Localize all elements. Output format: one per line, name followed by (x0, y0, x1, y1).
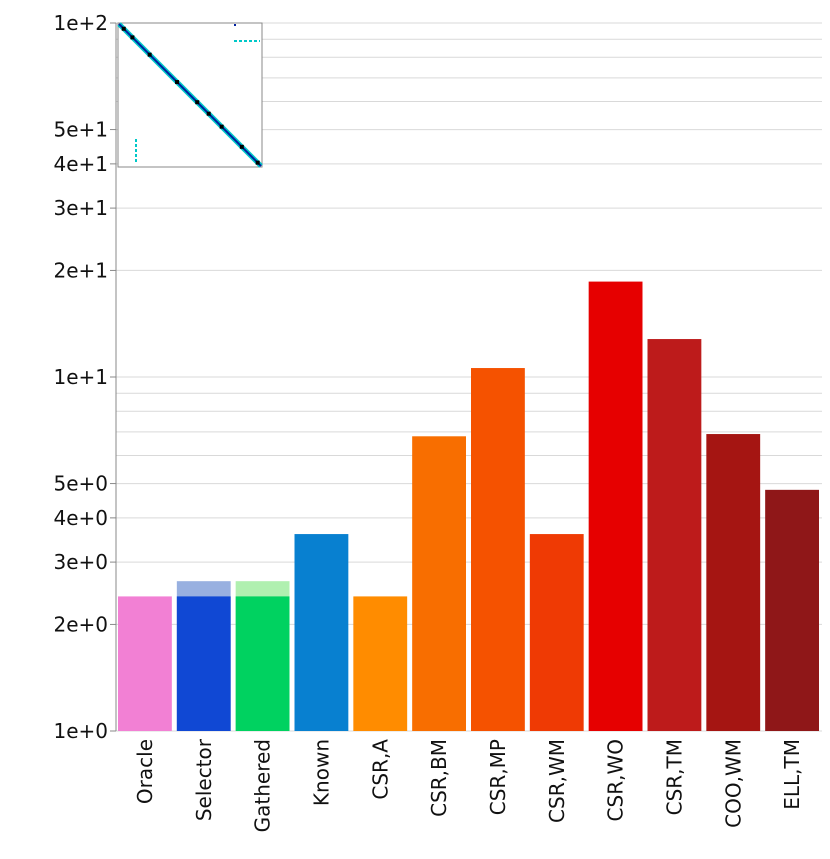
x-tick-label: CSR,A (368, 739, 392, 800)
bar (235, 596, 290, 731)
bars (118, 281, 819, 731)
y-tick-label: 3e+0 (53, 550, 108, 574)
x-tick-label: Oracle (133, 739, 157, 804)
y-tick-label: 4e+0 (53, 506, 108, 530)
y-tick-label: 4e+1 (53, 152, 108, 176)
y-tick-label: 1e+2 (53, 11, 108, 35)
inset-block (219, 124, 224, 129)
inset-block (130, 35, 135, 40)
bar (529, 534, 584, 731)
x-tick-label: CSR,MP (486, 739, 510, 815)
x-tick-label: CSR,BM (427, 739, 451, 817)
y-axis: 1e+0 2e+0 3e+0 4e+0 5e+0 1e+1 2e+1 3e+1 4e+1 5e+1… (53, 11, 117, 743)
inset-block (239, 144, 244, 149)
sparsity-inset (117, 22, 263, 168)
y-tick-label: 2e+1 (53, 258, 108, 282)
x-tick-label: Known (309, 739, 333, 806)
x-tick-label: CSR,TM (662, 739, 686, 815)
inset-block (206, 111, 211, 116)
inset-block (121, 26, 126, 31)
y-tick-label: 2e+0 (53, 612, 108, 636)
y-tick-label: 5e+1 (53, 118, 108, 142)
y-tick-label: 3e+1 (53, 196, 108, 220)
inset-block (195, 100, 200, 105)
bar (176, 596, 231, 731)
x-tick-label: CSR,WO (604, 739, 628, 821)
bar (471, 368, 525, 731)
bar (412, 436, 466, 731)
inset-dot (234, 24, 236, 26)
inset-block (175, 80, 180, 85)
x-tick-label: Gathered (251, 739, 275, 832)
inset-block (147, 52, 152, 57)
bar (294, 534, 349, 731)
x-tick-label: Selector (192, 738, 216, 821)
bar (353, 596, 408, 731)
inset-diagonal (118, 23, 262, 167)
x-tick-label: CSR,WM (545, 739, 569, 823)
x-tick-label: COO,WM (721, 739, 745, 828)
bar (647, 339, 702, 731)
inset-block (255, 160, 260, 165)
y-tick-label: 5e+0 (53, 472, 108, 496)
y-tick-label: 1e+1 (53, 365, 108, 389)
bar (706, 434, 761, 731)
x-axis-labels: Oracle Selector Gathered Known CSR,A CSR,BM CS… (133, 738, 804, 832)
bar (118, 596, 172, 731)
y-tick-label: 1e+0 (53, 719, 108, 743)
bar (765, 489, 819, 731)
bar (588, 281, 643, 731)
x-tick-label: ELL,TM (780, 739, 804, 810)
